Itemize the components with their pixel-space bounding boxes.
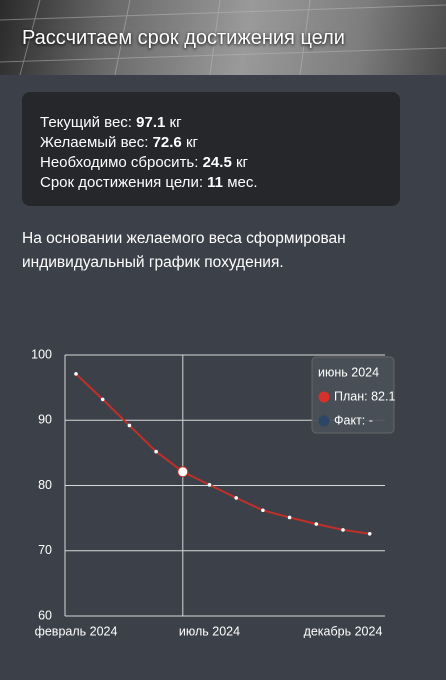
tooltip [311, 356, 395, 434]
x-tick-label: декабрь 2024 [304, 624, 383, 638]
value: 97.1 [136, 114, 166, 131]
value: 11 [207, 174, 224, 191]
unit: мес. [227, 174, 258, 191]
point [314, 522, 319, 526]
series-line [75, 373, 370, 535]
y-tick-label: 90 [38, 413, 52, 427]
point [127, 423, 132, 428]
point [154, 449, 158, 454]
header: Рассчитаем срок достижения цели [0, 0, 446, 75]
unit: кг [235, 154, 249, 171]
x-tick-label: июль 2024 [179, 624, 240, 638]
summary-row: Текущий вес: 97.1 кг [40, 113, 258, 133]
tooltip-item: План: 82.1 [334, 389, 395, 403]
y-tick-label: 70 [38, 543, 52, 557]
value: 24.5 [202, 154, 232, 171]
tooltip-dot [318, 391, 330, 403]
y-tick-label: 100 [31, 347, 52, 361]
point [367, 531, 372, 536]
label: Необходимо сбросить: [40, 154, 199, 171]
tooltip-item: Факт: - [334, 413, 373, 427]
calendar-image [0, 0, 446, 75]
chart: 60 70 80 90 100 февраль 2024 июль 2024 декабрь … [31, 347, 395, 638]
point [234, 496, 238, 500]
label: Срок достижения цели: [40, 174, 203, 191]
point [341, 528, 345, 532]
summary-row: Срок достижения цели: 11 мес. [40, 173, 258, 193]
unit: кг [169, 114, 182, 131]
point [74, 372, 78, 376]
page-title: Рассчитаем срок достижения цели [22, 27, 345, 49]
point [261, 508, 265, 513]
x-tick-label: февраль 2024 [35, 624, 118, 638]
y-tick-label: 80 [38, 478, 52, 492]
tooltip-title: июнь 2024 [318, 365, 379, 379]
summary-row: Желаемый вес: 72.6 кг [40, 133, 258, 153]
label: Желаемый вес: [40, 134, 149, 151]
y-tick-label: 60 [38, 608, 52, 622]
tooltip-dot [318, 415, 330, 427]
value: 72.6 [152, 134, 182, 151]
label: Текущий вес: [40, 114, 132, 131]
point [207, 483, 212, 487]
point [100, 397, 105, 402]
summary-row: Необходимо сбросить: 24.5 кг [40, 153, 258, 173]
point [177, 466, 189, 478]
description: На основании желаемого веса сформирован … [22, 230, 346, 271]
summary-box: Текущий вес: 97.1 кг Желаемый вес: 72.6 к… [22, 92, 400, 206]
point [287, 515, 292, 520]
unit: кг [185, 134, 198, 151]
